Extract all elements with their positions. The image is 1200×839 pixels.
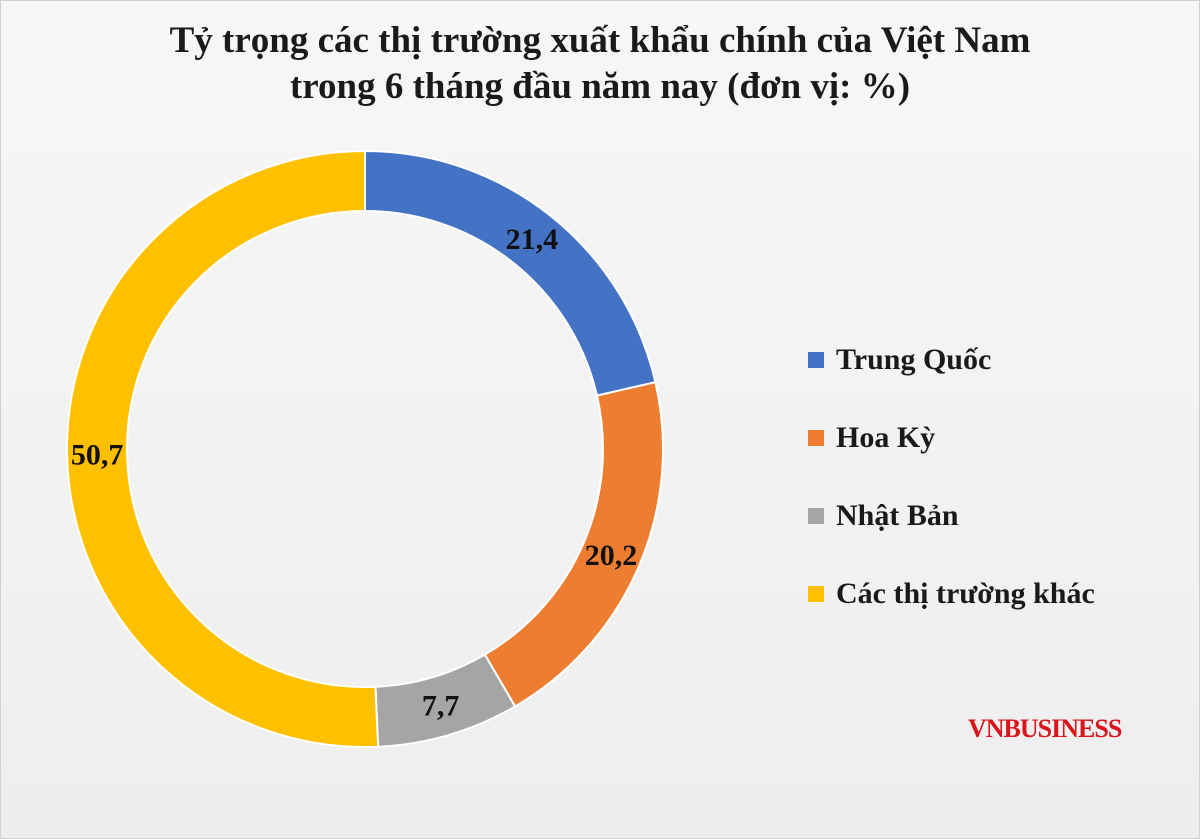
donut-slices [66,149,664,748]
legend-swatch-trung-quoc [808,352,824,368]
legend-label-hoa-ky: Hoa Kỳ [836,421,936,454]
legend-item-trung-quoc: Trung Quốc [808,338,1188,382]
legend-label-trung-quoc: Trung Quốc [836,343,992,376]
legend-label-cac-thi-truong-khac: Các thị trường khác [836,577,1095,610]
brand-logo: VNBUSINESS [968,714,1122,743]
legend-item-nhat-ban: Nhật Bản [808,494,1188,538]
legend-item-hoa-ky: Hoa Kỳ [808,416,1188,460]
chart-legend: Trung Quốc Hoa Kỳ Nhật Bản Các thị trườn… [808,338,1188,650]
chart-title-line-2: trong 6 tháng đầu năm nay (đơn vị: %) [289,66,911,107]
donut-slice-cac-thi-truong-khac [66,149,380,748]
data-label-cac-thi-truong-khac: 50,7 [71,438,124,471]
legend-swatch-nhat-ban [808,508,824,524]
data-label-nhat-ban: 7,7 [422,690,460,723]
data-label-hoa-ky: 20,2 [585,539,638,572]
legend-item-cac-thi-truong-khac: Các thị trường khác [808,572,1188,616]
legend-swatch-cac-thi-truong-khac [808,586,824,602]
donut-slice-trung-quoc [364,149,657,397]
legend-swatch-hoa-ky [808,430,824,446]
donut-data-labels: 21,4 20,2 7,7 50,7 [71,223,637,723]
chart-title: Tỷ trọng các thị trường xuất khẩu chính … [0,18,1200,110]
legend-label-nhat-ban: Nhật Bản [836,499,959,532]
data-label-trung-quoc: 21,4 [506,223,559,256]
chart-title-line-1: Tỷ trọng các thị trường xuất khẩu chính … [169,20,1031,61]
